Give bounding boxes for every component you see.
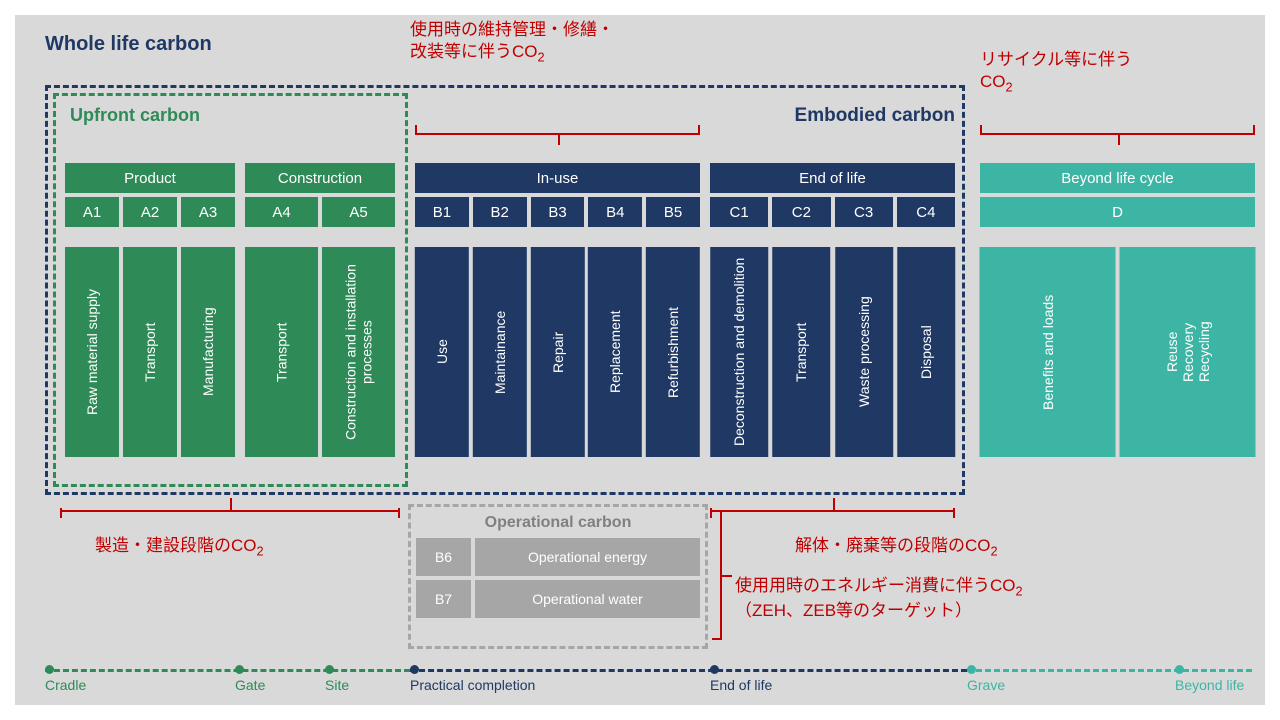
code-c1: C1	[710, 197, 768, 227]
code-c2: C2	[772, 197, 830, 227]
code-a2: A2	[123, 197, 177, 227]
label-c3: Waste processing	[835, 247, 893, 457]
timeline-dot	[410, 665, 419, 674]
label-b1: Use	[415, 247, 469, 457]
code-b1: B1	[415, 197, 469, 227]
timeline-dot	[45, 665, 54, 674]
bracket-manufacture	[60, 500, 400, 520]
inuse-codes: B1 B2 B3 B4 B5	[415, 197, 700, 227]
code-c4: C4	[897, 197, 955, 227]
inuse-labels: Use Maintainance Repair Replacement Refu…	[415, 247, 700, 457]
label-c1: Deconstruction and demolition	[710, 247, 768, 457]
stage-product: Product	[65, 163, 235, 193]
diagram-canvas: Whole life carbon Upfront carbon Embodie…	[15, 15, 1265, 705]
upfront-label: Upfront carbon	[70, 105, 200, 126]
bracket-inuse	[415, 123, 700, 143]
label-a4: Transport	[245, 247, 318, 457]
label-b2: Maintainance	[473, 247, 527, 457]
beyond-codes: D	[980, 197, 1255, 227]
code-a5: A5	[322, 197, 395, 227]
construction-codes: A4 A5	[245, 197, 395, 227]
bracket-demolition	[710, 500, 955, 520]
code-c3: C3	[835, 197, 893, 227]
label-b3: Repair	[531, 247, 585, 457]
stage-beyond: Beyond life cycle	[980, 163, 1255, 193]
embodied-label: Embodied carbon	[795, 105, 955, 127]
label-b6: Operational energy	[475, 538, 700, 576]
annotation-operational: 使用用時のエネルギー消費に伴うCO2 （ZEH、ZEB等のターゲット）	[735, 575, 1023, 622]
label-a2: Transport	[123, 247, 177, 457]
label-d1: Benefits and loads	[980, 247, 1116, 457]
label-d2: Reuse Recovery Recycling	[1120, 247, 1256, 457]
main-title: Whole life carbon	[45, 33, 212, 56]
operational-title: Operational carbon	[416, 514, 700, 532]
annotation-recycle: リサイクル等に伴う CO2	[980, 49, 1132, 96]
label-a1: Raw material supply	[65, 247, 119, 457]
endoflife-codes: C1 C2 C3 C4	[710, 197, 955, 227]
op-row-b6: B6 Operational energy	[416, 538, 700, 576]
code-b4: B4	[588, 197, 642, 227]
code-a1: A1	[65, 197, 119, 227]
code-b3: B3	[531, 197, 585, 227]
code-b6: B6	[416, 538, 471, 576]
operational-carbon-box: Operational carbon B6 Operational energy…	[408, 504, 708, 649]
label-c4: Disposal	[897, 247, 955, 457]
bracket-recycle	[980, 123, 1255, 143]
annotation-inuse: 使用時の維持管理・修繕・ 改装等に伴うCO2	[410, 19, 614, 66]
label-b7: Operational water	[475, 580, 700, 618]
tl-teal	[967, 669, 1252, 672]
label-b4: Replacement	[588, 247, 642, 457]
timeline: CradleGateSitePractical completionEnd of…	[45, 667, 1250, 673]
timeline-dot	[967, 665, 976, 674]
endoflife-labels: Deconstruction and demolition Transport …	[710, 247, 955, 457]
code-b5: B5	[646, 197, 700, 227]
code-b7: B7	[416, 580, 471, 618]
code-d: D	[980, 197, 1255, 227]
op-row-b7: B7 Operational water	[416, 580, 700, 618]
beyond-labels: Benefits and loads Reuse Recovery Recycl…	[980, 247, 1255, 457]
timeline-dot	[325, 665, 334, 674]
timeline-dot	[1175, 665, 1184, 674]
timeline-dot	[710, 665, 719, 674]
code-b2: B2	[473, 197, 527, 227]
product-labels: Raw material supply Transport Manufactur…	[65, 247, 235, 457]
code-a4: A4	[245, 197, 318, 227]
stage-endoflife: End of life	[710, 163, 955, 193]
annotation-demolition: 解体・廃棄等の段階のCO2	[795, 535, 998, 560]
product-codes: A1 A2 A3	[65, 197, 235, 227]
stage-inuse: In-use	[415, 163, 700, 193]
annotation-manufacture: 製造・建設段階のCO2	[95, 535, 264, 560]
tl-green	[45, 669, 410, 672]
timeline-dot	[235, 665, 244, 674]
construction-labels: Transport Construction and installation …	[245, 247, 395, 457]
stage-construction: Construction	[245, 163, 395, 193]
label-a3: Manufacturing	[181, 247, 235, 457]
code-a3: A3	[181, 197, 235, 227]
label-a5: Construction and installation processes	[322, 247, 395, 457]
tl-navy	[410, 669, 967, 672]
label-b5: Refurbishment	[646, 247, 700, 457]
label-c2: Transport	[772, 247, 830, 457]
bracket-operational	[710, 510, 730, 640]
